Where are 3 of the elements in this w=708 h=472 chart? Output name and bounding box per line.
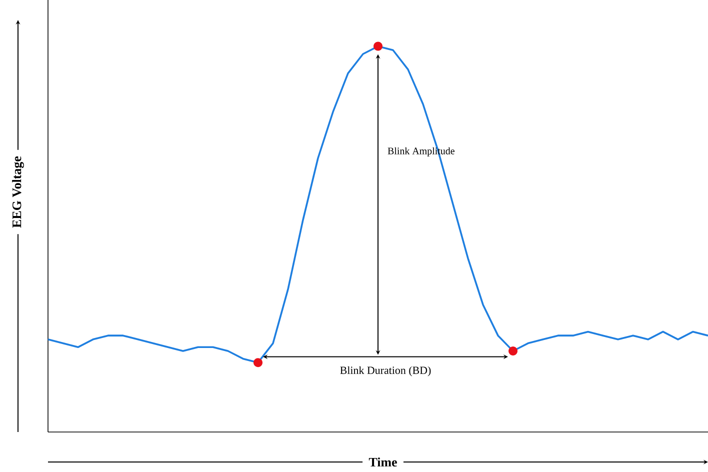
- annotation: Blink Duration (BD): [340, 366, 431, 376]
- y-axis-title: EEG Voltage: [12, 156, 24, 228]
- x-axis-title: Time: [368, 457, 397, 467]
